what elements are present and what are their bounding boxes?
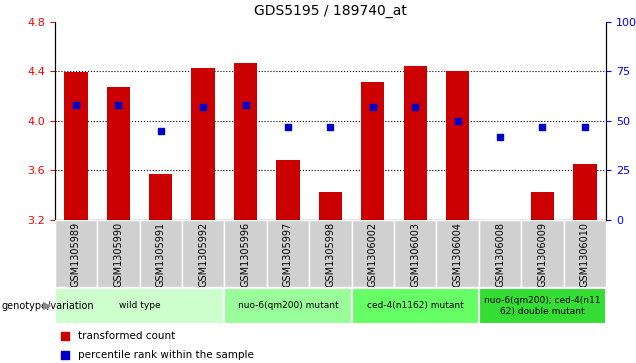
Text: GSM1305992: GSM1305992 (198, 222, 208, 287)
Title: GDS5195 / 189740_at: GDS5195 / 189740_at (254, 4, 407, 18)
Bar (182, 220, 225, 287)
Text: genotype/variation: genotype/variation (1, 301, 94, 311)
Text: GSM1305998: GSM1305998 (326, 222, 335, 287)
Text: GSM1305997: GSM1305997 (283, 222, 293, 287)
Point (325, 124, 336, 130)
Bar (309, 220, 352, 287)
Text: transformed count: transformed count (78, 331, 175, 340)
Text: wild type: wild type (119, 301, 160, 310)
Text: GSM1305989: GSM1305989 (71, 222, 81, 287)
Text: nuo-6(qm200); ced-4(n11
62) double mutant: nuo-6(qm200); ced-4(n11 62) double mutan… (484, 296, 601, 315)
Bar (64, 73, 88, 220)
Text: GSM1305996: GSM1305996 (240, 222, 251, 287)
Point (453, 118, 463, 123)
Bar (436, 220, 479, 287)
Text: nuo-6(qm200) mutant: nuo-6(qm200) mutant (238, 301, 338, 310)
Bar (55, 287, 225, 324)
Text: GSM1306010: GSM1306010 (580, 222, 590, 287)
Bar (97, 220, 139, 287)
Bar (276, 160, 300, 220)
Point (283, 124, 293, 130)
Point (537, 124, 548, 130)
Bar (139, 220, 182, 287)
Point (71, 102, 81, 108)
Bar (55, 220, 97, 287)
Text: GSM1306004: GSM1306004 (453, 222, 462, 287)
Bar (479, 220, 522, 287)
Point (198, 104, 208, 110)
Bar (266, 220, 309, 287)
Bar (404, 66, 427, 220)
Text: ▶: ▶ (43, 301, 52, 311)
Text: GSM1306009: GSM1306009 (537, 222, 548, 287)
Point (240, 102, 251, 108)
Point (580, 124, 590, 130)
Point (410, 104, 420, 110)
Text: GSM1305990: GSM1305990 (113, 222, 123, 287)
Point (60, 352, 70, 358)
Bar (107, 87, 130, 220)
Point (495, 134, 505, 139)
Bar (446, 71, 469, 220)
Bar (531, 192, 554, 220)
Point (113, 102, 123, 108)
Bar (225, 220, 266, 287)
Bar (319, 192, 342, 220)
Text: GSM1306008: GSM1306008 (495, 222, 505, 287)
Bar (573, 164, 597, 220)
Bar (352, 220, 394, 287)
Bar (149, 174, 172, 220)
Bar (361, 82, 385, 220)
Point (368, 104, 378, 110)
Point (60, 333, 70, 338)
Bar (563, 220, 606, 287)
Bar (191, 68, 215, 220)
Text: GSM1306002: GSM1306002 (368, 222, 378, 287)
Point (156, 128, 166, 134)
Bar (394, 220, 436, 287)
Bar (352, 287, 479, 324)
Text: GSM1306003: GSM1306003 (410, 222, 420, 287)
Text: ced-4(n1162) mutant: ced-4(n1162) mutant (367, 301, 464, 310)
Text: percentile rank within the sample: percentile rank within the sample (78, 350, 254, 360)
Text: GSM1305991: GSM1305991 (156, 222, 166, 287)
Bar (479, 287, 606, 324)
Bar (234, 62, 257, 220)
Bar (225, 287, 352, 324)
Bar (522, 220, 563, 287)
